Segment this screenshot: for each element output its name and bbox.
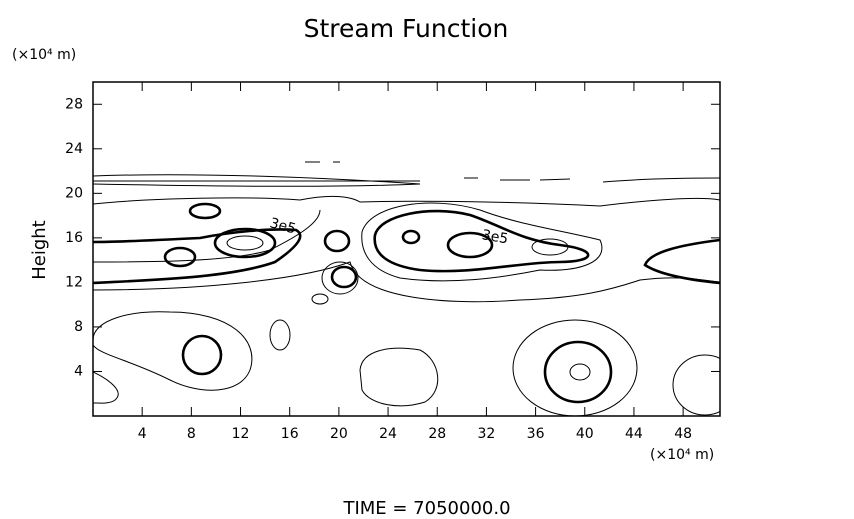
x-tick-label: 36 (527, 426, 545, 442)
y-tick-label: 4 (74, 363, 83, 379)
x-tick-label: 28 (428, 426, 446, 442)
x-tick-label: 32 (477, 426, 495, 442)
plot-frame (92, 81, 721, 417)
y-tick-label: 12 (65, 274, 83, 290)
footer: TIME = 7050000.0 (342, 498, 510, 519)
y-tick-label: 16 (65, 230, 83, 246)
x-tick-label: 20 (330, 426, 348, 442)
x-unit: (×10⁴ m) (650, 447, 714, 463)
y-tick-label: 28 (65, 96, 83, 112)
x-tick-label: 40 (576, 426, 594, 442)
y-axis-label: Height (29, 220, 50, 280)
contours (93, 161, 720, 416)
x-tick-label: 16 (281, 426, 299, 442)
x-tick-label: 4 (138, 426, 147, 442)
chart-title: Stream Function (304, 14, 509, 43)
contour-label: 3e5 (268, 215, 298, 237)
y-tick-label: 8 (74, 319, 83, 335)
y-unit: (×10⁴ m) (12, 47, 76, 63)
x-tick-label: 48 (674, 426, 692, 442)
y-tick-label: 20 (65, 185, 83, 201)
x-tick-label: 24 (379, 426, 397, 442)
x-tick-label: 12 (232, 426, 250, 442)
x-tick-label: 44 (625, 426, 643, 442)
contour-label: 3e5 (481, 227, 510, 247)
x-tick-label: 8 (187, 426, 196, 442)
y-tick-label: 24 (65, 141, 83, 157)
